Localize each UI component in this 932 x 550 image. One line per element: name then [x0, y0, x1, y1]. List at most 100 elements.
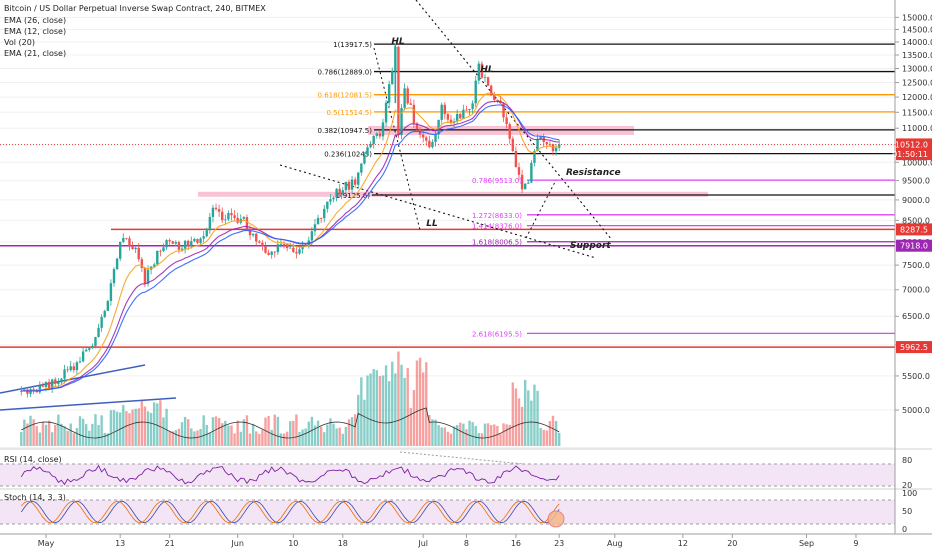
candle-body [63, 369, 66, 379]
candle-body [409, 103, 412, 105]
candle-body [20, 390, 23, 392]
volume-bar [511, 382, 515, 446]
volume-bar [520, 406, 524, 446]
rsi-line [20, 464, 560, 486]
volume-bar [428, 414, 431, 446]
candle-body [440, 104, 443, 120]
annotation-label: LL [426, 219, 438, 229]
volume-bar [245, 415, 249, 446]
fib-label: 0.382(10947.5) [318, 127, 373, 135]
candle-body [118, 241, 122, 259]
candle-body [180, 248, 184, 250]
candle-body [316, 218, 320, 225]
candle-body [304, 244, 307, 246]
volume-bar [381, 375, 385, 446]
candle-body [486, 77, 490, 86]
price-tick-label: 11500.0 [902, 108, 932, 117]
annotation-label: Resistance [566, 168, 621, 178]
volume-bar [38, 432, 42, 446]
price-badge [896, 138, 932, 151]
candle-body [261, 242, 264, 247]
volume-bar [465, 429, 468, 446]
volume-bar [434, 419, 437, 446]
volume-bar [137, 408, 140, 446]
candle-body [153, 264, 156, 267]
volume-bar [156, 403, 159, 446]
price-tick-label: 10000.0 [902, 158, 932, 167]
volume-bar [35, 426, 38, 446]
candle-body [353, 179, 357, 185]
candle-body [338, 188, 341, 194]
candle-body [421, 134, 425, 138]
candle-body [372, 135, 375, 144]
volume-bar [514, 388, 518, 446]
candle-body [360, 163, 363, 173]
candle-body [134, 247, 137, 250]
candle-body [205, 230, 208, 237]
volume-bar [440, 427, 443, 446]
volume-bar [190, 428, 193, 446]
fib-label: 0.236(10245) [324, 151, 372, 159]
candle-body [227, 213, 230, 220]
candle-body [539, 136, 542, 139]
candle-body [533, 150, 536, 163]
time-tick-label: 10 [288, 539, 298, 548]
candle-body [449, 119, 453, 124]
volume-bar [545, 430, 549, 446]
volume-bar [214, 416, 218, 446]
volume-bar [193, 431, 196, 446]
candle-body [545, 142, 549, 144]
price-tick-label: 5500.0 [902, 372, 930, 381]
candle-body [29, 389, 32, 394]
candle-body [301, 245, 304, 250]
time-axis[interactable]: May 13 21 Jun 10 18 Jul 8 16 23 Aug 12 20 Sep 9 [0, 533, 932, 548]
volume-bar [425, 362, 428, 446]
volume-bar [115, 411, 119, 446]
candle-body [91, 345, 94, 349]
volume-bar [109, 410, 113, 446]
volume-bar [449, 433, 453, 446]
price-badge-label: 7918.0 [900, 242, 928, 251]
volume-bar [174, 430, 178, 446]
candle-body [350, 179, 354, 190]
price-tick-label: 5000.0 [902, 406, 930, 415]
volume-bar [224, 420, 227, 446]
candle-body [236, 217, 239, 223]
volume-bar [140, 400, 144, 446]
candle-body [536, 138, 539, 151]
fib-label: 1.414(8376.0) [472, 223, 522, 231]
volume-bar [78, 416, 82, 446]
candle-body [425, 137, 428, 141]
time-tick-label: 8 [464, 539, 469, 548]
candle-body [199, 238, 202, 243]
candle-body [183, 240, 187, 249]
candle-body [41, 385, 45, 387]
rsi-tick-80: 80 [902, 456, 912, 465]
candle-body [310, 231, 314, 241]
price-badge-label: 8287.5 [900, 225, 928, 234]
candle-body [106, 300, 110, 311]
time-tick-label: 18 [338, 539, 348, 548]
candle-body [295, 251, 298, 254]
volume-bar [502, 423, 505, 446]
volume-bar [375, 370, 378, 446]
volume-bar [341, 433, 344, 446]
candle-body [174, 242, 178, 244]
candle-body [557, 144, 561, 148]
candle-body [162, 247, 165, 252]
volume-bar [557, 432, 561, 446]
fib-label: 1.618(8006.5) [472, 239, 522, 247]
volume-bar [159, 400, 162, 446]
time-tick-label: May [38, 539, 55, 548]
volume-bar [292, 420, 295, 446]
volume-bar [384, 365, 388, 446]
candle-body [323, 208, 326, 219]
candle-body [326, 201, 329, 209]
volume-bar [530, 400, 533, 446]
candle-body [335, 188, 338, 198]
candle-body [94, 336, 97, 346]
candle-body [375, 133, 378, 136]
indicator-ema21: EMA (21, close) [4, 49, 66, 58]
volume-bar [162, 417, 165, 446]
